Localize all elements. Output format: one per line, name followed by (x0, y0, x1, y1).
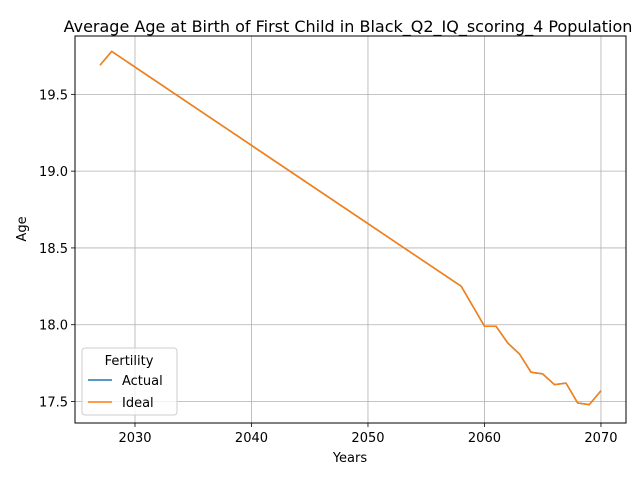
series-line-ideal (99, 50, 602, 406)
x-axis-label: Years (332, 451, 368, 466)
x-tick-label: 2060 (468, 431, 501, 446)
y-tick-label: 18.0 (39, 319, 68, 334)
y-axis-label: Age (15, 216, 30, 241)
chart-title: Average Age at Birth of First Child in B… (64, 17, 633, 37)
y-tick-label: 19.5 (39, 88, 68, 103)
plot-frame (74, 35, 627, 424)
x-tick-label: 2050 (351, 431, 384, 446)
y-tick-label: 18.5 (39, 242, 68, 257)
x-tick-label: 2030 (118, 431, 151, 446)
series-lines (99, 50, 602, 406)
legend-label-ideal: Ideal (122, 396, 154, 411)
y-tick-label: 19.0 (39, 165, 68, 180)
legend-box (81, 347, 178, 416)
x-tick-label: 2070 (584, 431, 617, 446)
y-tick-label: 17.5 (39, 396, 68, 411)
axis-ticks: 2030 2040 2050 2060 2070 17.5 18.0 18.5 19.0 19.5 (39, 88, 617, 446)
grid (75, 36, 626, 423)
legend-title: Fertility (105, 354, 154, 369)
legend: Fertility Actual Ideal (81, 347, 178, 416)
x-tick-label: 2040 (235, 431, 268, 446)
legend-label-actual: Actual (122, 374, 163, 389)
